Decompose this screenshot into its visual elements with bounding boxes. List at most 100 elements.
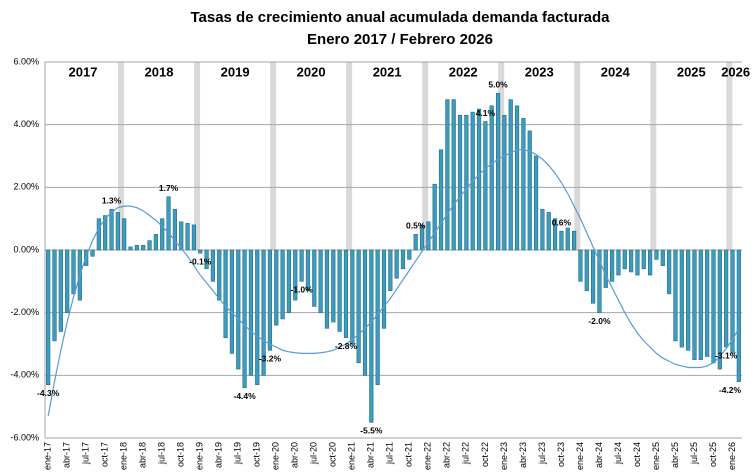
x-tick-label: oct-24 [632, 442, 642, 467]
bar [242, 249, 247, 389]
bar [210, 249, 216, 282]
year-label: 2018 [145, 64, 174, 79]
bar [109, 208, 114, 251]
bar [52, 249, 57, 342]
bar [217, 249, 222, 301]
x-tick-label: ene-24 [575, 442, 585, 470]
value-label: -4.2% [719, 385, 742, 395]
bar [476, 108, 482, 251]
bar [533, 155, 539, 251]
bar [622, 249, 627, 270]
bar [65, 249, 70, 313]
bar [419, 224, 425, 251]
year-label: 2025 [677, 64, 706, 79]
bar [692, 249, 697, 360]
bar [299, 249, 304, 282]
value-label: -4.4% [233, 391, 256, 401]
y-tick-label: 4.00% [13, 119, 39, 129]
x-tick-label: jul-21 [385, 442, 395, 465]
year-label: 2017 [69, 64, 98, 79]
bar [58, 249, 63, 332]
bar [451, 99, 456, 251]
bar [255, 249, 260, 386]
bar [705, 249, 710, 357]
bar [648, 249, 653, 276]
x-tick-label: abr-22 [442, 442, 452, 468]
bar [236, 249, 241, 370]
bar [654, 249, 659, 260]
x-tick-label: abr-17 [62, 442, 72, 468]
bar [426, 221, 431, 251]
bar [590, 249, 596, 304]
bar [508, 99, 513, 251]
y-tick-label: -4.00% [10, 370, 39, 380]
bar [540, 208, 545, 251]
bar [686, 249, 691, 351]
bar [578, 249, 583, 282]
year-separator [422, 62, 429, 250]
year-label: 2026 [721, 64, 750, 79]
y-tick-label: 0.00% [13, 244, 39, 254]
year-separator [346, 62, 353, 250]
x-tick-label: ene-17 [43, 442, 53, 470]
bar [616, 249, 621, 276]
bar [350, 249, 355, 345]
value-label: -3.2% [259, 354, 282, 364]
bar [445, 99, 450, 251]
year-separator [726, 62, 733, 250]
bar [375, 249, 380, 386]
bar [293, 249, 298, 301]
bar [667, 249, 672, 295]
x-tick-label: jul-25 [689, 442, 699, 465]
bar [90, 249, 95, 257]
x-tick-label: ene-21 [347, 442, 357, 470]
x-tick-label: oct-21 [404, 442, 414, 467]
bar [489, 105, 494, 251]
x-tick-label: abr-24 [594, 442, 604, 468]
year-separator [118, 62, 125, 250]
bar [641, 249, 646, 270]
x-tick-label: oct-20 [328, 442, 338, 467]
bar [603, 249, 608, 288]
bar [724, 249, 729, 348]
bar [185, 223, 190, 251]
value-label: -2.0% [588, 316, 611, 326]
value-label: 1.7% [159, 183, 179, 193]
year-separator [270, 62, 277, 250]
value-label: -4.3% [37, 388, 60, 398]
bar [179, 221, 184, 251]
year-separator [194, 62, 201, 250]
year-separator [574, 62, 581, 250]
bar [172, 208, 177, 251]
bar [204, 249, 209, 270]
x-tick-label: oct-17 [100, 442, 110, 467]
bar [521, 118, 526, 251]
bar [407, 249, 412, 260]
x-tick-label: oct-22 [480, 442, 490, 467]
bar [122, 218, 127, 251]
x-tick-label: jul-23 [537, 442, 547, 465]
bar [267, 249, 273, 351]
bar [141, 245, 146, 251]
bar [483, 121, 488, 251]
bar [337, 249, 342, 332]
bar [261, 249, 266, 376]
x-tick-label: jul-20 [309, 442, 319, 465]
value-label: -1.0% [291, 285, 314, 295]
bar [223, 249, 228, 339]
bar [115, 212, 120, 251]
bar [464, 114, 469, 251]
chart-title: Tasas de crecimiento anual acumulada dem… [190, 9, 610, 26]
bar [134, 245, 139, 251]
year-separator [650, 62, 657, 250]
x-tick-label: abr-21 [366, 442, 376, 468]
bar [248, 249, 254, 376]
bar [559, 230, 564, 251]
bar [356, 249, 361, 364]
value-label: 1.3% [102, 196, 122, 206]
bar [698, 249, 703, 360]
bar [369, 249, 374, 423]
year-label: 2024 [601, 64, 631, 79]
bar [514, 105, 520, 251]
